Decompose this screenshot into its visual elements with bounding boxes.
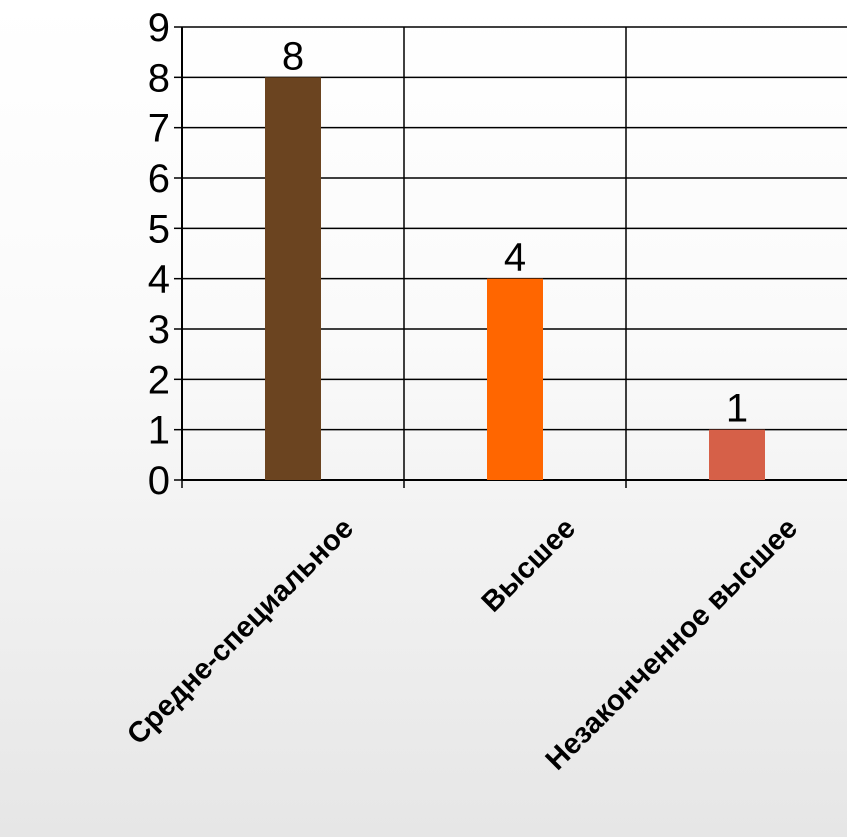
data-labels: 8 4 1 (282, 34, 748, 430)
category-label: Средне-специальное (121, 512, 360, 751)
bars (265, 77, 765, 480)
y-tick-label: 7 (148, 107, 170, 151)
y-tick-label: 2 (148, 358, 170, 402)
y-tick-label: 5 (148, 207, 170, 251)
bar (709, 429, 765, 480)
category-label: Высшее (476, 512, 582, 618)
y-tick-label: 9 (148, 6, 170, 50)
y-tick-label: 8 (148, 56, 170, 100)
category-label: Незаконченное высшее (540, 512, 804, 776)
bar (487, 278, 543, 480)
bar (265, 77, 321, 480)
data-label: 8 (282, 34, 304, 78)
data-label: 1 (726, 387, 748, 431)
y-tick-label: 0 (148, 459, 170, 503)
y-tick-label: 3 (148, 308, 170, 352)
y-tick-label: 6 (148, 157, 170, 201)
y-tick-label: 4 (148, 258, 170, 302)
data-label: 4 (504, 236, 526, 280)
y-tick-label: 1 (148, 409, 170, 453)
y-axis-ticks: 0 1 2 3 4 5 6 7 8 9 (148, 6, 182, 503)
